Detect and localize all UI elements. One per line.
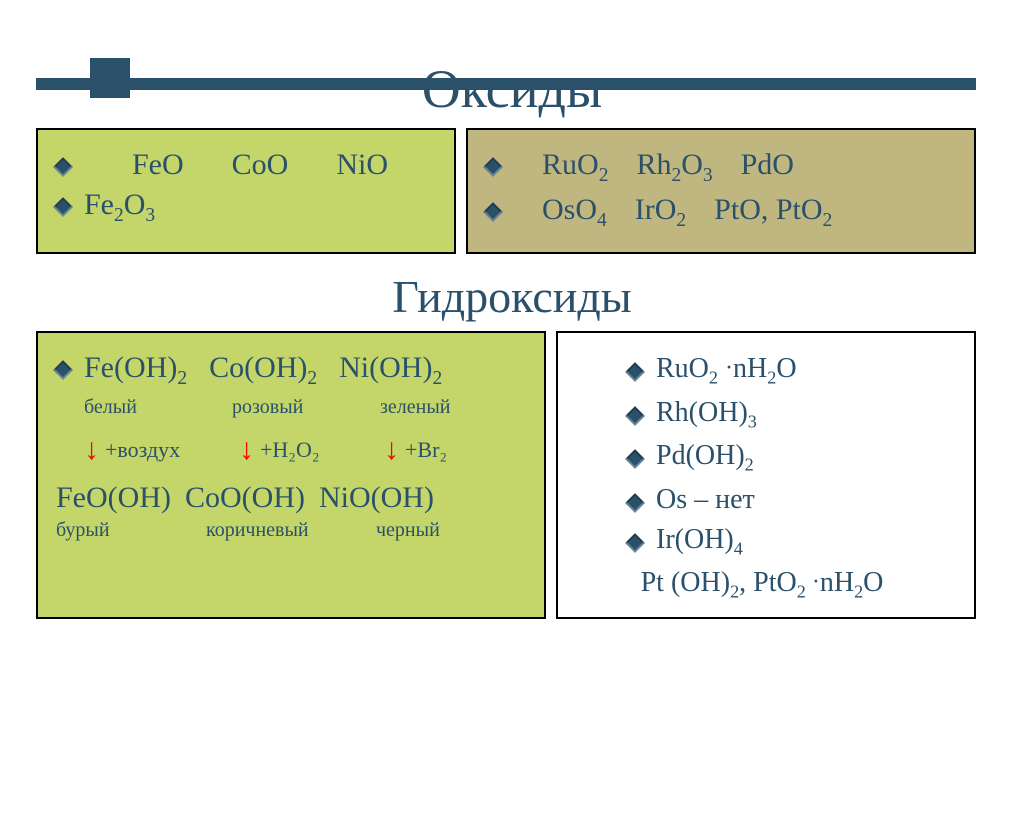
header-stripe [36,78,976,90]
hydrox-right-item: Os – нет [628,484,956,516]
oxides-right-line1: RuO2Rh2O3PdO [486,148,956,187]
bullet-icon [625,406,645,426]
header-square [90,58,130,98]
arrow-down-icon: ↓ [84,435,99,465]
title-hydroxides: Гидроксиды [0,270,1024,323]
bullet-icon [625,362,645,382]
bullet-icon [625,533,645,553]
bullet-icon [53,360,73,380]
hydrox-right-item: Rh(OH)3 [628,397,956,433]
oxides-left-line2: Fe2O3 [56,188,436,227]
bullet-icon [53,197,73,217]
hydroxides-right-cell: RuO2 ·nH2O Rh(OH)3 Pd(OH)2 Os – нет Ir(O… [556,331,976,619]
oxides-left-cell: FeOCoONiO Fe2O3 [36,128,456,254]
hydrox-right-item: Ir(OH)4 [628,524,956,560]
hydrox-left-colors: белый розовый зеленый [84,396,526,419]
hydroxides-row: Fe(OH)2 Co(OH)2 Ni(OH)2 белый розовый зе… [36,331,976,619]
hydrox-right-footer: Pt (OH)2, PtO2 ·nH2O [568,567,956,603]
bullet-icon [53,157,73,177]
hydrox-left-products: FeO(OH) CoO(OH) NiO(OH) [84,481,526,515]
bullet-icon [625,449,645,469]
hydrox-right-item: Pd(OH)2 [628,440,956,476]
oxides-left-line1: FeOCoONiO [56,148,436,182]
hydrox-left-compounds: Fe(OH)2 Co(OH)2 Ni(OH)2 [56,351,526,390]
hydroxides-left-cell: Fe(OH)2 Co(OH)2 Ni(OH)2 белый розовый зе… [36,331,546,619]
oxides-right-cell: RuO2Rh2O3PdO OsO4IrO2PtO, PtO2 [466,128,976,254]
hydrox-left-reagents: ↓ +воздух ↓ +H₂O₂ ↓ +Br₂ [84,435,526,465]
oxides-right-line2: OsO4IrO2PtO, PtO2 [486,193,956,232]
bullet-icon [625,493,645,513]
arrow-down-icon: ↓ [239,435,254,465]
hydrox-left-product-colors: бурый коричневый черный [56,519,526,542]
oxides-row: FeOCoONiO Fe2O3 RuO2Rh2O3PdO OsO4IrO2PtO… [36,128,976,254]
bullet-icon [483,157,503,177]
arrow-down-icon: ↓ [384,435,399,465]
bullet-icon [483,202,503,222]
hydrox-right-item: RuO2 ·nH2O [628,353,956,389]
